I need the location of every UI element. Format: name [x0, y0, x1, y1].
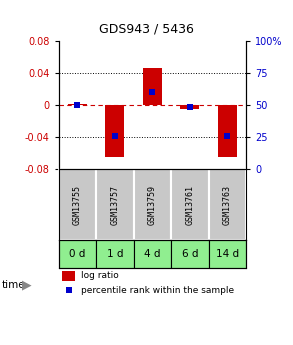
Text: GSM13761: GSM13761 — [185, 185, 194, 225]
Text: GDS943 / 5436: GDS943 / 5436 — [99, 23, 194, 36]
Bar — [209, 169, 246, 240]
Bar — [171, 169, 209, 240]
Text: time: time — [1, 280, 25, 289]
Text: 6 d: 6 d — [182, 249, 198, 259]
Bar — [96, 240, 134, 268]
Bar — [105, 105, 124, 157]
Text: GSM13755: GSM13755 — [73, 185, 82, 225]
Bar — [62, 271, 76, 281]
Text: GSM13757: GSM13757 — [110, 185, 119, 225]
Text: 1 d: 1 d — [107, 249, 123, 259]
Bar — [143, 68, 162, 105]
Bar — [134, 169, 171, 240]
Bar — [209, 240, 246, 268]
Bar — [218, 105, 237, 157]
Text: 4 d: 4 d — [144, 249, 161, 259]
Text: GSM13759: GSM13759 — [148, 185, 157, 225]
Text: ▶: ▶ — [22, 278, 32, 291]
Text: percentile rank within the sample: percentile rank within the sample — [81, 286, 234, 295]
Bar — [59, 240, 96, 268]
Text: 0 d: 0 d — [69, 249, 86, 259]
Text: 14 d: 14 d — [216, 249, 239, 259]
Bar — [180, 105, 199, 109]
Text: GSM13763: GSM13763 — [223, 185, 232, 225]
Text: log ratio: log ratio — [81, 272, 119, 280]
Bar — [59, 169, 96, 240]
Bar — [134, 240, 171, 268]
Bar — [96, 169, 134, 240]
Bar — [171, 240, 209, 268]
